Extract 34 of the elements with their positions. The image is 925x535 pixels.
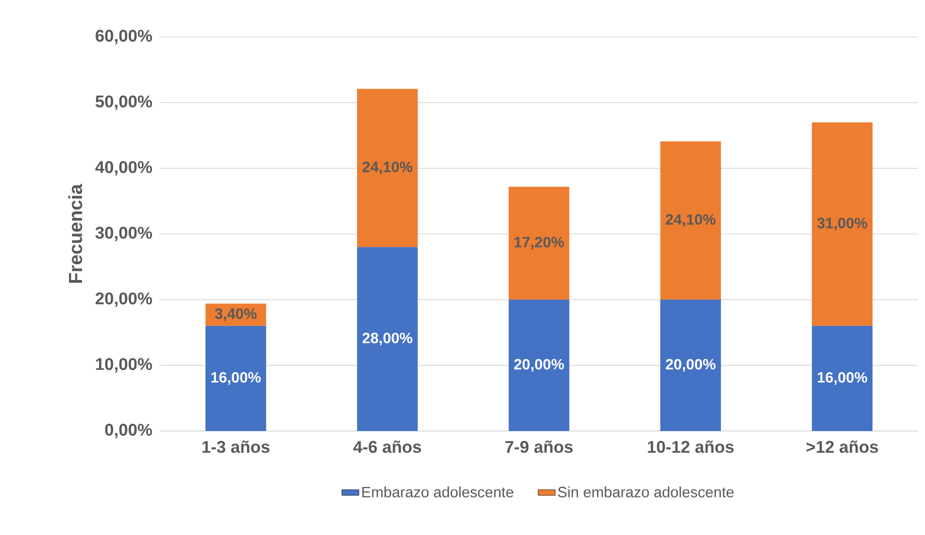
bar <box>205 326 266 431</box>
y-tick-label: 60,00% <box>96 30 152 44</box>
data-label: 17,20% <box>514 236 564 250</box>
bar <box>660 141 721 300</box>
bar <box>812 326 873 431</box>
legend-label: Sin embarazo adolescente <box>558 486 734 498</box>
data-label: 3,40% <box>214 308 257 322</box>
data-label: 20,00% <box>666 358 716 372</box>
legend-label: Embarazo adolescente <box>362 486 514 498</box>
y-tick-label: 50,00% <box>96 95 152 110</box>
bar <box>357 88 418 248</box>
x-tick-label: >12 años <box>806 440 878 453</box>
y-tick-label: 30,00% <box>95 226 152 242</box>
x-tick-label: 7-9 años <box>505 440 573 453</box>
data-label: 16,00% <box>211 372 261 385</box>
x-tick-label: 10-12 años <box>648 440 734 453</box>
x-tick-label: 1-3 años <box>202 440 270 453</box>
y-tick-label: 40,00% <box>95 161 152 176</box>
data-label: 24,10% <box>362 162 412 174</box>
data-label: 24,10% <box>666 214 716 227</box>
data-label: 20,00% <box>514 358 564 372</box>
y-tick-label: 20,00% <box>96 292 152 307</box>
bar <box>508 186 570 300</box>
y-tick-label: 0,00% <box>105 424 152 438</box>
x-tick-label: 4-6 años <box>353 440 422 453</box>
data-label: 28,00% <box>362 332 412 346</box>
data-label: 16,00% <box>818 372 868 385</box>
y-axis-title: Frecuencia <box>68 184 82 283</box>
bar <box>508 300 570 431</box>
bar <box>357 247 418 431</box>
bar <box>660 300 721 431</box>
y-tick-label: 10,00% <box>96 358 152 373</box>
bar <box>812 122 873 326</box>
data-label: 31,00% <box>817 218 868 231</box>
